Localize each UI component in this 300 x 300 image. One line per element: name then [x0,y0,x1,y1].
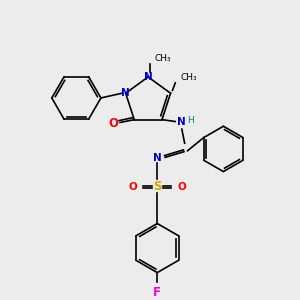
Text: CH₃: CH₃ [180,73,196,82]
Text: N: N [121,88,130,98]
Text: N: N [153,153,162,163]
Text: O: O [109,117,118,130]
Text: S: S [153,180,161,193]
Text: F: F [153,286,161,299]
Text: CH₃: CH₃ [155,53,171,62]
Text: O: O [177,182,186,192]
Text: N: N [177,118,186,128]
Text: O: O [128,182,137,192]
Text: N: N [144,72,152,82]
Text: H: H [187,116,194,125]
